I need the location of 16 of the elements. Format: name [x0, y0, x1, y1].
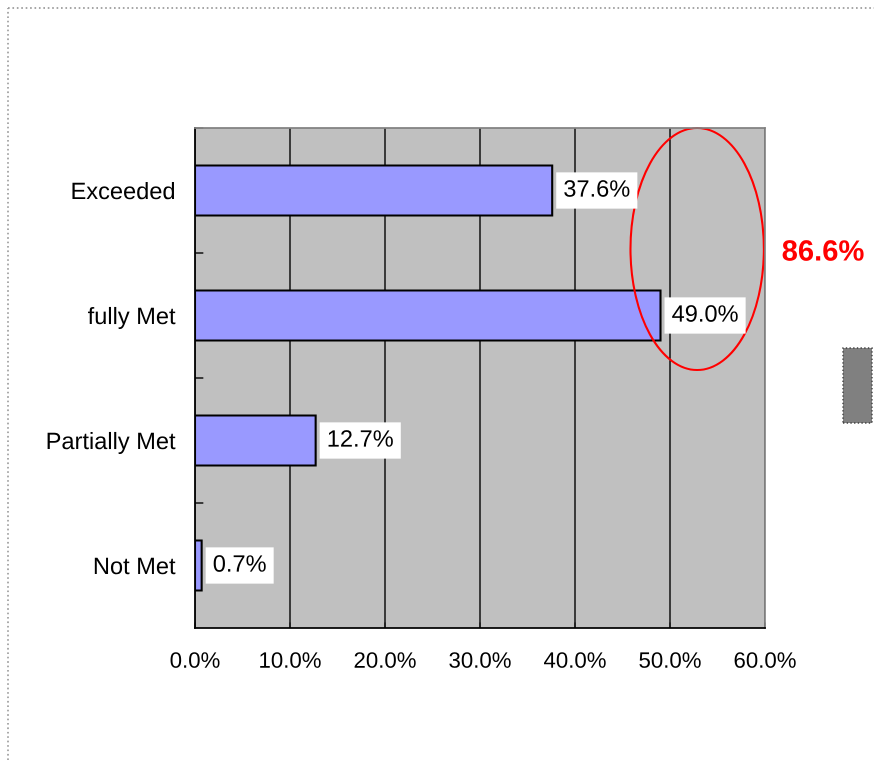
y-tick-label: Partially Met	[48, 432, 176, 454]
y-tick-label: Exceeded	[72, 182, 174, 200]
x-tick-label: 30.0%	[449, 652, 511, 668]
x-tick-label: 20.0%	[354, 652, 416, 668]
y-tick-label: fully Met	[88, 306, 176, 329]
data-label: 12.7%	[328, 430, 393, 447]
data-label: 0.7%	[214, 555, 266, 572]
text: 86.6%	[782, 240, 864, 261]
x-tick-label: 0.0%	[170, 652, 220, 668]
data-label: 37.6%	[564, 180, 630, 197]
x-tick-label: 10.0%	[260, 652, 321, 668]
y-tick-label: Not Met	[94, 558, 176, 574]
x-tick-label: 60.0%	[734, 652, 796, 668]
data-label: 49.0%	[672, 305, 738, 322]
x-tick-label: 40.0%	[544, 652, 606, 668]
x-tick-label: 50.0%	[639, 652, 701, 668]
